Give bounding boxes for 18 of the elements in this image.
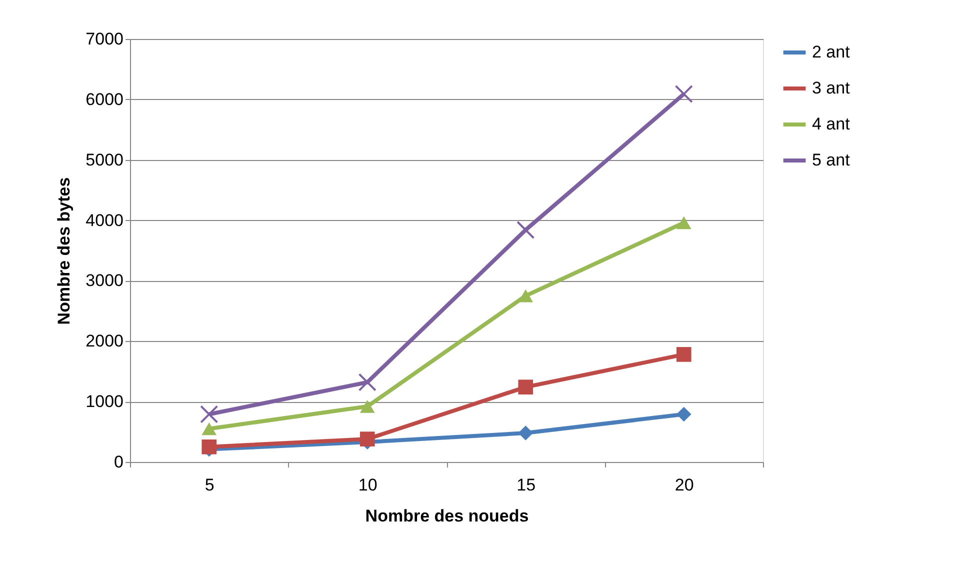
x-tick-label: 20 [674,476,694,494]
y-tick-label: 3000 [86,271,124,290]
x-tick-label: 10 [358,476,378,494]
y-tick-label: 1000 [86,392,124,412]
y-tick-label: 2000 [86,332,124,351]
x-tick-label: 15 [516,476,536,494]
legend-label: 4 ant [812,114,850,134]
y-tick-label: 6000 [86,90,124,109]
y-tick-label: 0 [114,452,124,472]
y-axis-title: Nombre des bytes [54,177,74,325]
legend-label: 2 ant [812,42,850,62]
y-tick-label: 5000 [86,150,124,170]
y-tick-label: 7000 [86,30,124,48]
x-axis-title: Nombre des noueds [365,506,529,526]
legend-label: 3 ant [812,78,850,98]
legend-label: 5 ant [812,150,850,170]
x-tick-label: 5 [204,476,214,494]
y-tick-label: 4000 [86,210,124,230]
